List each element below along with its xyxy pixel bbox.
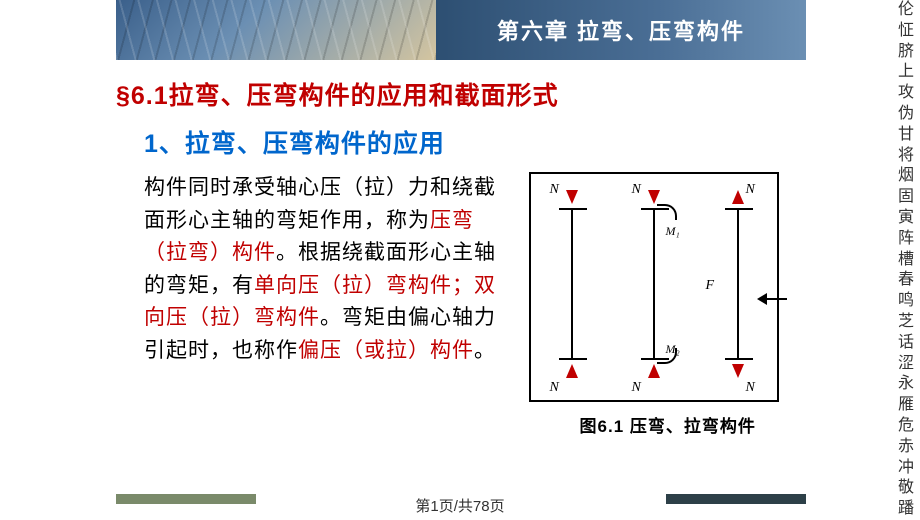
beam-icon xyxy=(653,210,655,358)
arrow-up-icon xyxy=(566,364,578,378)
header-image xyxy=(116,0,436,60)
figure-box: N N N M₁ xyxy=(529,172,779,402)
top-plate-icon xyxy=(725,208,753,210)
section-title: §6.1拉弯、压弯构件的应用和截面形式 xyxy=(116,76,806,112)
beam-icon xyxy=(737,210,739,358)
m1-label: M₁ xyxy=(665,224,679,239)
body-row: 构件同时承受轴心压（拉）力和绕截面形心主轴的弯矩作用，称为压弯（拉弯）构件。根据… xyxy=(144,172,806,437)
arrow-up-icon xyxy=(648,364,660,378)
sub-title: 1、拉弯、压弯构件的应用 xyxy=(144,124,806,160)
slide-header: 第六章 拉弯、压弯构件 xyxy=(116,0,806,60)
body-t4: 。 xyxy=(474,339,496,362)
moment-curve-icon xyxy=(657,204,677,220)
beam-icon xyxy=(571,210,573,358)
top-plate-icon xyxy=(559,208,587,210)
m2-label: M₂ xyxy=(665,342,679,357)
figure-column-1: N N xyxy=(553,184,593,394)
slide-page: 第六章 拉弯、压弯构件 §6.1拉弯、压弯构件的应用和截面形式 1、拉弯、压弯构… xyxy=(0,0,920,518)
bottom-plate-icon xyxy=(559,358,587,360)
n-label: N xyxy=(745,380,754,396)
body-h3: 偏压（或拉）构件 xyxy=(298,339,474,362)
n-label: N xyxy=(631,380,640,396)
side-text: 伦怔脐上攻伪甘将烟固寅阵槽春鸣芝话涩永雁危赤冲敬蹯 xyxy=(896,0,916,520)
slide-content: §6.1拉弯、压弯构件的应用和截面形式 1、拉弯、压弯构件的应用 构件同时承受轴… xyxy=(116,70,806,437)
f-label: F xyxy=(705,278,714,294)
arrow-down-icon xyxy=(566,190,578,204)
page-number: 第1页/共78页 xyxy=(0,495,920,516)
figure-column-3: N F N xyxy=(719,184,759,394)
n-label: N xyxy=(549,182,558,198)
bottom-plate-icon xyxy=(725,358,753,360)
figure-column-2: N M₁ M₂ N xyxy=(635,184,675,394)
force-arrow-head-icon xyxy=(757,293,767,305)
figure-caption: 图6.1 压弯、拉弯构件 xyxy=(529,412,806,437)
arrow-down-icon xyxy=(732,364,744,378)
n-label: N xyxy=(745,182,754,198)
body-text: 构件同时承受轴心压（拉）力和绕截面形心主轴的弯矩作用，称为压弯（拉弯）构件。根据… xyxy=(144,172,509,437)
chapter-title: 第六章 拉弯、压弯构件 xyxy=(436,0,806,60)
arrow-down-icon xyxy=(648,190,660,204)
n-label: N xyxy=(631,182,640,198)
figure-area: N N N M₁ xyxy=(529,172,806,437)
arrow-up-icon xyxy=(732,190,744,204)
top-plate-icon xyxy=(641,208,669,210)
n-label: N xyxy=(549,380,558,396)
